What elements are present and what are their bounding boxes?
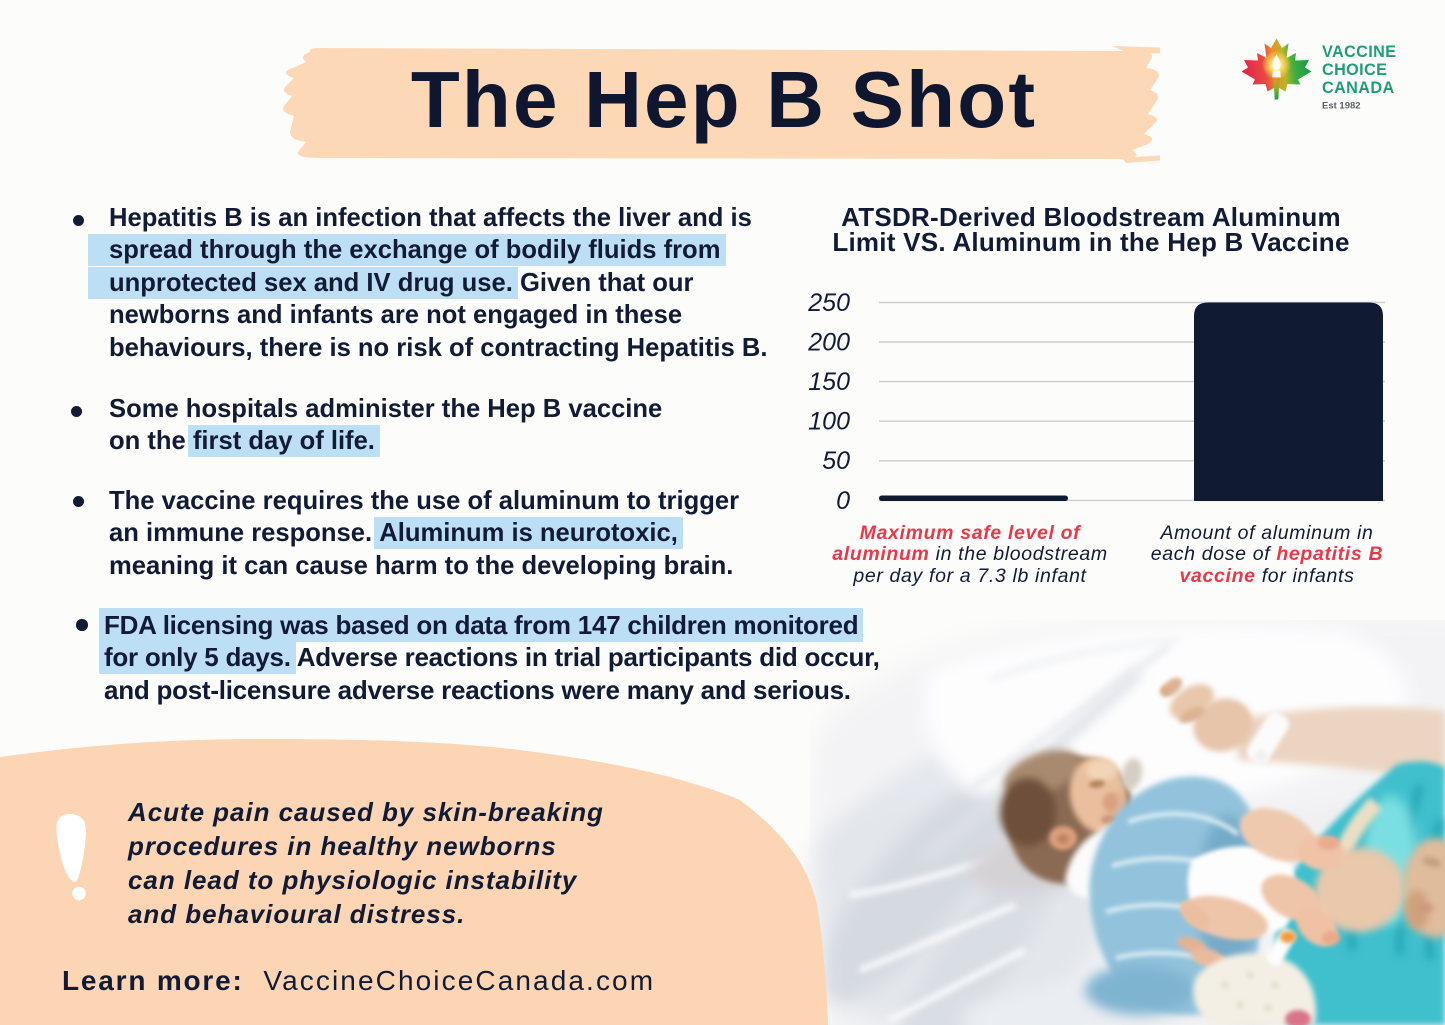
svg-text:250: 250 xyxy=(807,290,850,317)
svg-text:VACCINE: VACCINE xyxy=(1322,43,1396,61)
svg-text:50: 50 xyxy=(822,447,850,475)
svg-text:CANADA: CANADA xyxy=(1322,79,1395,97)
svg-text:Est 1982: Est 1982 xyxy=(1322,101,1361,112)
svg-text:CHOICE: CHOICE xyxy=(1322,61,1387,79)
svg-text:150: 150 xyxy=(808,368,850,396)
svg-text:100: 100 xyxy=(808,408,850,436)
svg-text:200: 200 xyxy=(807,329,850,357)
svg-text:0: 0 xyxy=(836,487,850,510)
